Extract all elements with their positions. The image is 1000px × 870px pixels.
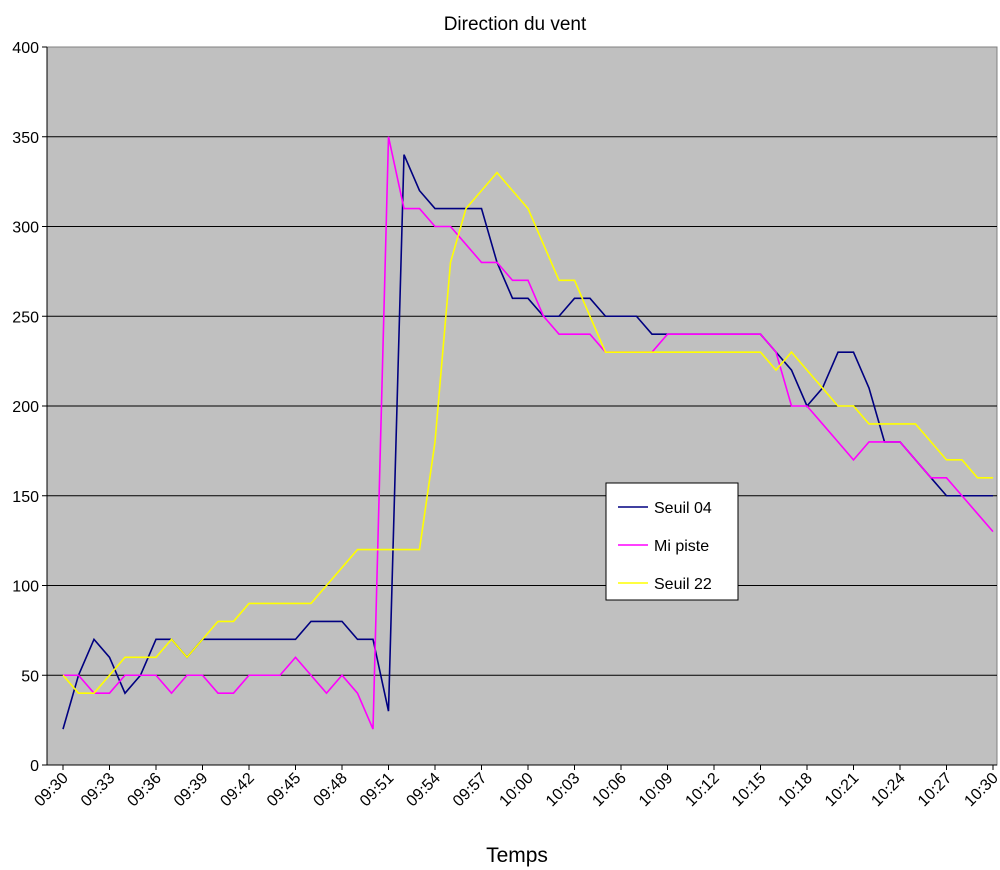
series-line [62,171,993,695]
y-tick-label: 250 [12,309,39,326]
x-tick-label: 09:30 [31,770,71,810]
x-tick-label: 09:51 [357,770,397,810]
x-tick-label: 09:57 [450,770,490,810]
x-tick-label: 09:39 [171,770,211,810]
x-tick-label: 10:30 [961,770,1000,810]
x-tick-label: 10:18 [775,770,815,810]
legend-label: Seuil 22 [654,576,712,593]
legend-box [605,482,739,601]
legend-label: Mi piste [654,538,709,555]
x-tick-label: 10:24 [868,770,908,810]
x-tick-label: 09:33 [78,770,118,810]
y-tick-label: 400 [12,40,39,57]
series-line [62,154,993,730]
y-tick-label: 0 [30,758,39,775]
x-tick-label: 10:00 [496,770,536,810]
x-tick-label: 09:48 [310,770,350,810]
y-tick-label: 200 [12,399,39,416]
x-tick-label: 10:06 [589,770,629,810]
x-tick-label: 10:09 [636,770,676,810]
x-tick-label: 10:12 [682,770,722,810]
y-tick-label: 350 [12,130,39,147]
y-tick-label: 100 [12,579,39,596]
x-tick-label: 09:36 [124,770,164,810]
x-tick-label: 10:21 [822,770,862,810]
x-tick-label: 10:03 [543,770,583,810]
x-tick-label: 10:15 [729,770,769,810]
x-axis-title: Temps [486,844,548,867]
series-line [63,136,994,730]
legend: Seuil 04 Mi piste Seuil 22 [605,482,739,601]
x-tick-label: 09:54 [403,770,443,810]
y-tick-label: 50 [21,668,39,685]
y-tick-label: 300 [12,220,39,237]
y-tick-label: 150 [12,489,39,506]
x-tick-label: 10:27 [915,770,955,810]
chart-title: Direction du vent [444,14,587,35]
x-tick-label: 09:42 [217,770,257,810]
legend-label: Seuil 04 [654,500,712,517]
x-tick-label: 09:45 [264,770,304,810]
